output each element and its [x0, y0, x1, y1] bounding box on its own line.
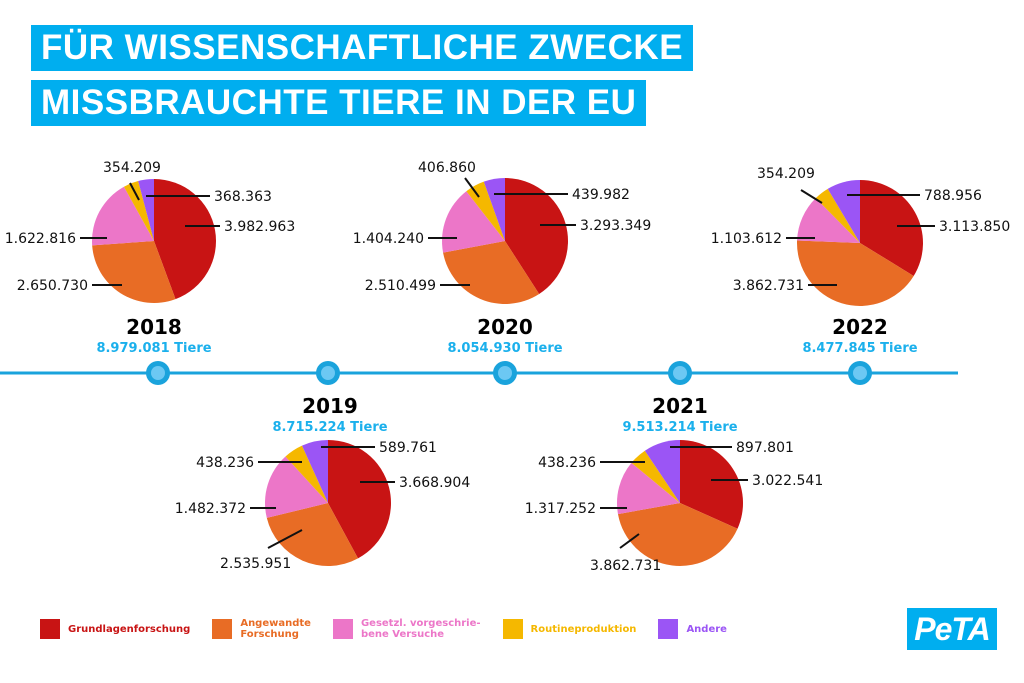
slice-gesetzl-versuche: [617, 462, 680, 515]
slice-routineproduktion: [815, 188, 860, 243]
data-label: 439.982: [572, 187, 630, 203]
legend-label: Angewandte: [240, 618, 311, 629]
pie-2019: 3.668.904 2.535.951 1.482.372 438.236 589.76…: [175, 394, 471, 572]
data-label: 2.510.499: [365, 278, 436, 294]
data-label: 1.317.252: [525, 501, 596, 517]
data-label: 438.236: [538, 455, 596, 471]
legend-swatch: [212, 619, 233, 639]
slice-gesetzl-versuche: [265, 456, 328, 518]
year-label: 2022: [832, 315, 888, 339]
slice-angewandte-forschung: [443, 241, 540, 304]
legend: Grundlagenforschung Angewandte Forschung …: [40, 618, 749, 640]
slice-grundlagenforschung: [680, 440, 743, 529]
total-label: 9.513.214 Tiere: [622, 420, 737, 435]
data-label: 788.956: [924, 188, 982, 204]
year-label: 2019: [302, 394, 358, 418]
leader-line: [267, 529, 303, 549]
legend-swatch: [658, 619, 679, 639]
leader-line: [619, 533, 640, 549]
timeline: [0, 361, 958, 385]
data-label: 354.209: [103, 160, 161, 176]
slice-gesetzl-versuche: [92, 186, 154, 246]
slice-andere: [138, 179, 154, 241]
slice-gesetzl-versuche: [442, 191, 505, 253]
leader-line: [464, 177, 480, 198]
total-label: 8.477.845 Tiere: [802, 341, 917, 356]
slice-routineproduktion: [285, 445, 328, 503]
data-label: 3.982.963: [224, 219, 295, 235]
timeline-node-inner: [673, 366, 687, 380]
year-label: 2021: [652, 394, 708, 418]
pie-2020: 3.293.349 2.510.499 1.404.240 406.860 439.98…: [353, 160, 652, 356]
timeline-node-inner: [498, 366, 512, 380]
timeline-node-inner: [853, 366, 867, 380]
data-label: 406.860: [418, 160, 476, 176]
slice-routineproduktion: [123, 181, 154, 241]
total-label: 8.715.224 Tiere: [272, 420, 387, 435]
data-label: 897.801: [736, 440, 794, 456]
title-line-1: FÜR WISSENSCHAFTLICHE ZWECKE: [31, 25, 694, 71]
slice-grundlagenforschung: [860, 180, 924, 276]
legend-item-gesetzl-versuche: Gesetzl. vorgeschrie-bene Versuche: [332, 618, 481, 640]
legend-label: Andere: [686, 623, 727, 635]
slice-angewandte-forschung: [266, 503, 359, 566]
peta-logo: PeTA: [907, 608, 997, 650]
pie-2022: 3.113.850 3.862.731 1.103.612 354.209 788.95…: [711, 166, 1011, 356]
year-label: 2020: [477, 315, 533, 339]
data-label: 1.482.372: [175, 501, 246, 517]
legend-item-angewandte-forschung: Angewandte Forschung: [212, 618, 311, 640]
timeline-node-inner: [321, 366, 335, 380]
slice-angewandte-forschung: [797, 240, 914, 306]
slice-andere: [644, 440, 680, 503]
legend-item-grundlagenforschung: Grundlagenforschung: [40, 619, 190, 639]
pie-2021: 3.022.541 3.862.731 1.317.252 438.236 897.80…: [525, 394, 824, 574]
legend-label-line2: Forschung: [240, 629, 299, 640]
data-label: 1.103.612: [711, 231, 782, 247]
slice-grundlagenforschung: [328, 440, 391, 559]
total-label: 8.979.081 Tiere: [96, 341, 211, 356]
data-label: 1.404.240: [353, 231, 424, 247]
data-label: 3.293.349: [580, 218, 651, 234]
legend-label: Grundlagenforschung: [68, 623, 191, 635]
data-label: 2.535.951: [220, 556, 291, 572]
legend-swatch: [40, 619, 60, 639]
pies: 3.982.963 2.650.730 1.622.816 354.209 368.36…: [5, 160, 1011, 574]
data-label: 354.209: [757, 166, 815, 182]
data-label: 368.363: [214, 189, 272, 205]
slice-angewandte-forschung: [617, 503, 738, 567]
legend-label-line2: bene Versuche: [360, 629, 445, 640]
legend-swatch: [502, 619, 523, 639]
slice-andere: [302, 440, 328, 503]
title-line-2: MISSBRAUCHTE TIERE IN DER EU: [31, 80, 647, 126]
legend-item-andere: Andere: [658, 619, 727, 639]
year-label: 2018: [126, 315, 182, 339]
legend-label: Routineproduktion: [530, 623, 637, 635]
legend-swatch: [332, 619, 353, 639]
data-label: 2.650.730: [17, 278, 88, 294]
slice-grundlagenforschung: [505, 178, 568, 294]
data-label: 438.236: [196, 455, 254, 471]
total-label: 8.054.930 Tiere: [447, 341, 562, 356]
slice-gesetzl-versuche: [797, 198, 860, 243]
data-label: 3.668.904: [399, 475, 470, 491]
pie-2018: 3.982.963 2.650.730 1.622.816 354.209 368.36…: [5, 160, 296, 356]
data-label: 3.862.731: [733, 278, 804, 294]
leader-line: [129, 182, 140, 201]
slice-routineproduktion: [631, 450, 680, 503]
data-label: 1.622.816: [5, 231, 76, 247]
data-label: 3.022.541: [752, 473, 823, 489]
timeline-node-inner: [151, 366, 165, 380]
legend-label: Gesetzl. vorgeschrie-: [360, 618, 481, 629]
slice-angewandte-forschung: [92, 241, 176, 303]
leader-line: [800, 189, 823, 204]
legend-item-routineproduktion: Routineproduktion: [502, 619, 637, 639]
data-label: 589.761: [379, 440, 437, 456]
data-label: 3.862.731: [590, 558, 661, 574]
data-label: 3.113.850: [939, 219, 1010, 235]
slice-grundlagenforschung: [154, 179, 216, 300]
slice-routineproduktion: [466, 181, 505, 241]
